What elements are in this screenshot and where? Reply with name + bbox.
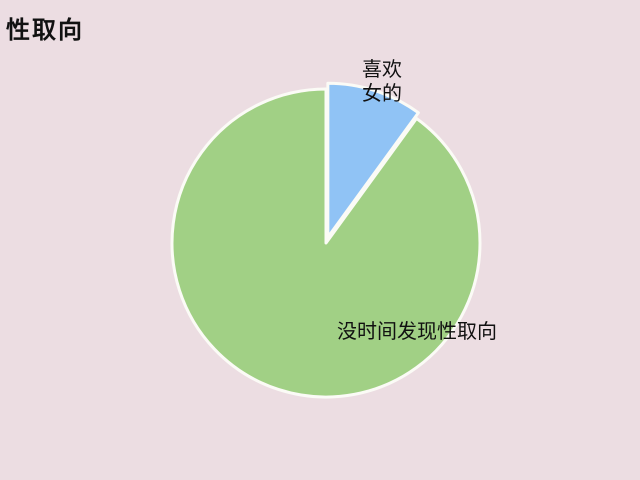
pie-slice-2 [170, 87, 482, 399]
slice-label-2: 没时间发现性取向 [337, 319, 497, 343]
slice-label-1: 喜欢女的 [362, 57, 402, 105]
chart-title: 性取向 [6, 16, 84, 44]
pie-slices [170, 81, 482, 399]
pie-slice-1 [326, 81, 420, 239]
